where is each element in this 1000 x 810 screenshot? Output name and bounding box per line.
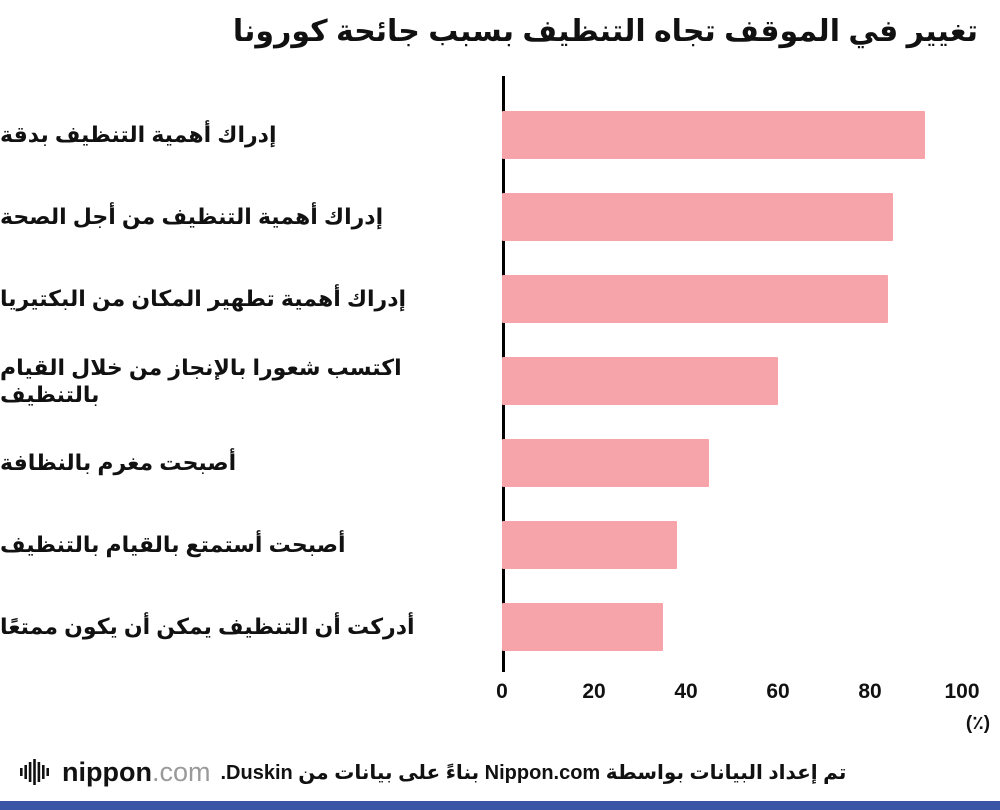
bar (502, 357, 778, 405)
bar-chart: إدراك أهمية التنظيف بدقة إدراك أهمية التن… (0, 76, 1000, 734)
footer: nippon .com تم إعداد البيانات بواسطة Nipp… (0, 746, 1000, 798)
chart-row: اكتسب شعورا بالإنجاز من خلال القيام بالت… (0, 340, 1000, 422)
bar (502, 521, 677, 569)
category-label: إدراك أهمية تطهير المكان من البكتيريا (0, 286, 407, 312)
bar (502, 111, 925, 159)
chart-row: أصبحت مغرم بالنظافة (0, 422, 1000, 504)
chart-rows: إدراك أهمية التنظيف بدقة إدراك أهمية التن… (0, 94, 1000, 668)
bar (502, 439, 709, 487)
chart-row: إدراك أهمية التنظيف من أجل الصحة (0, 176, 1000, 258)
category-label: اكتسب شعورا بالإنجاز من خلال القيام بالت… (0, 354, 402, 408)
chart-row: أدركت أن التنظيف يمكن أن يكون ممتعًا (0, 586, 1000, 668)
chart-title: تغيير في الموقف تجاه التنظيف بسبب جائحة … (232, 15, 978, 48)
chart-row: أصبحت أستمتع بالقيام بالتنظيف (0, 504, 1000, 586)
x-tick-label: 100 (944, 680, 980, 703)
nippon-logo-icon (20, 757, 54, 787)
bar-track (502, 258, 962, 340)
logo-text-bold: nippon (62, 756, 152, 787)
source-attribution: تم إعداد البيانات بواسطة Nippon.com بناء… (220, 761, 847, 784)
x-axis-ticks: 0 20 40 60 80 100 (0, 680, 1000, 710)
x-tick-label: 40 (674, 680, 698, 703)
x-tick-label: 80 (858, 680, 882, 703)
logo-text-light: .com (151, 756, 211, 787)
chart-row: إدراك أهمية تطهير المكان من البكتيريا (0, 258, 1000, 340)
category-label: أدركت أن التنظيف يمكن أن يكون ممتعًا (0, 614, 415, 640)
bar-track (502, 422, 962, 504)
category-label: إدراك أهمية التنظيف من أجل الصحة (0, 204, 384, 230)
x-tick-label: 20 (582, 680, 606, 703)
bar-track (502, 94, 962, 176)
x-axis-unit-label: (٪) (965, 713, 991, 734)
bar-track (502, 176, 962, 258)
bar-track (502, 340, 962, 422)
x-tick-label: 60 (766, 680, 790, 703)
category-label: أصبحت مغرم بالنظافة (0, 450, 237, 476)
bar (502, 275, 888, 323)
category-label: إدراك أهمية التنظيف بدقة (0, 122, 277, 148)
bar (502, 603, 663, 651)
chart-row: إدراك أهمية التنظيف بدقة (0, 94, 1000, 176)
bar-track (502, 504, 962, 586)
x-tick-label: 0 (496, 680, 508, 703)
bar-track (502, 586, 962, 668)
nippon-logo: nippon .com (20, 757, 210, 788)
category-label: أصبحت أستمتع بالقيام بالتنظيف (0, 532, 346, 558)
accent-bar (0, 801, 1000, 810)
bar (502, 193, 893, 241)
